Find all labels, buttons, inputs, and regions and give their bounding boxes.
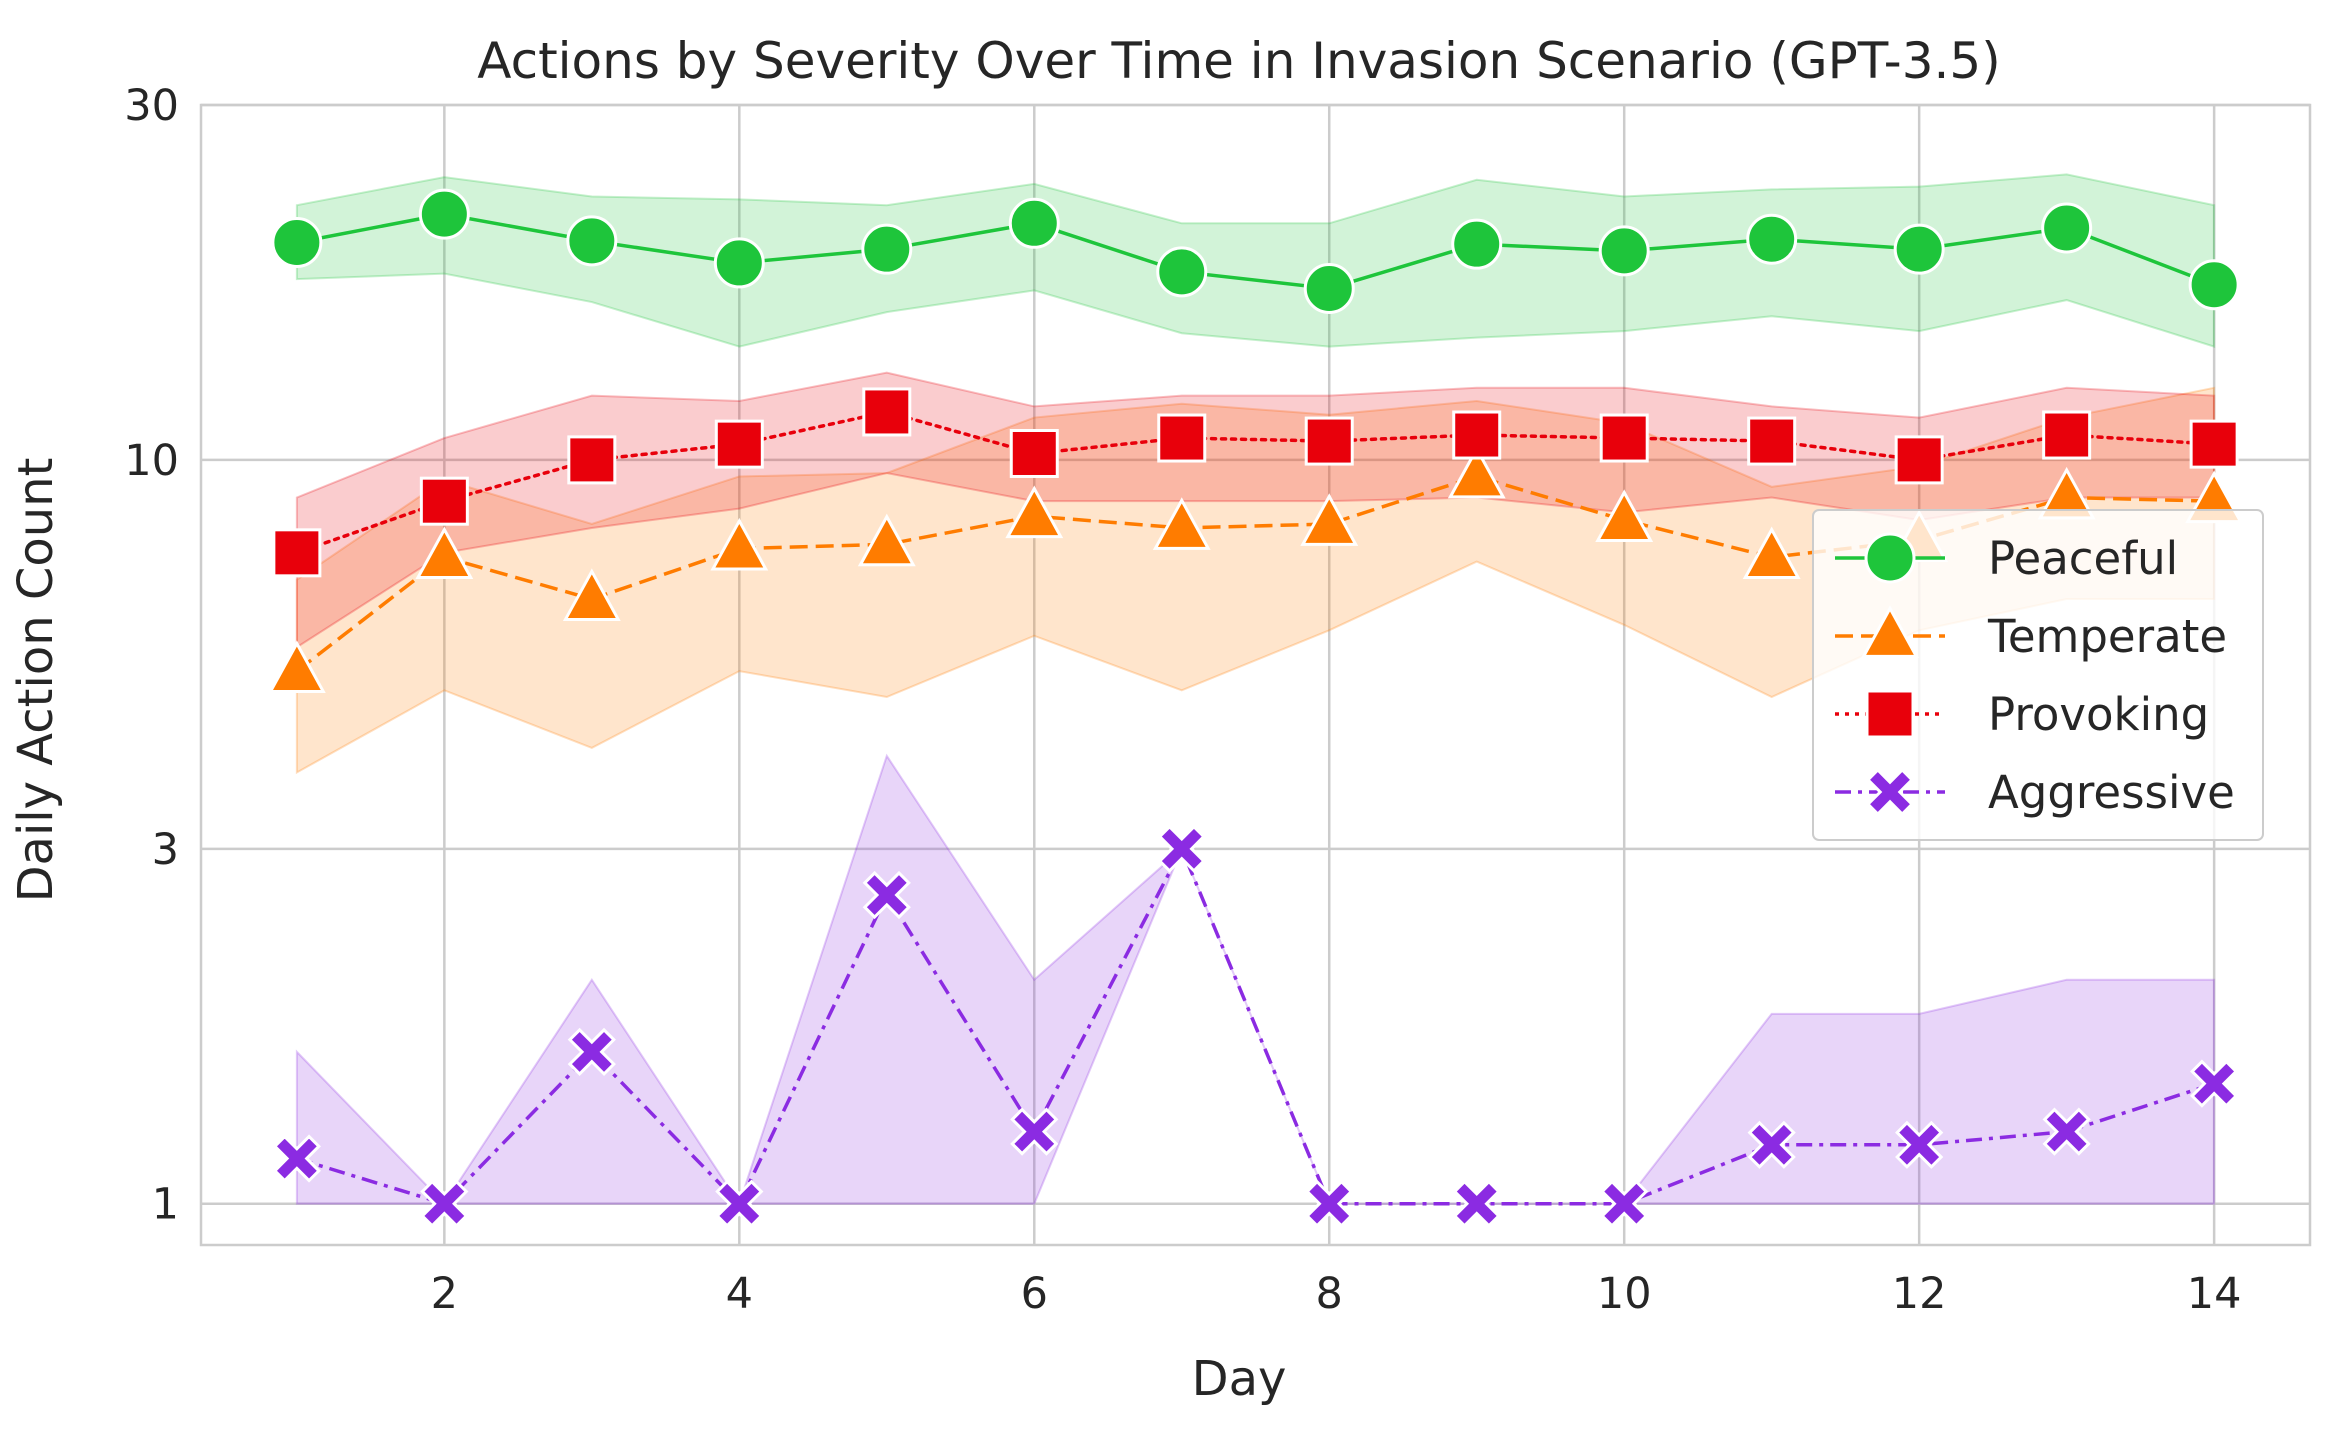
provoking-point bbox=[1599, 413, 1649, 463]
x-tick-label: 10 bbox=[1597, 1269, 1652, 1319]
peaceful-point bbox=[418, 188, 470, 240]
provoking-point bbox=[419, 476, 469, 526]
temperate-point bbox=[857, 513, 916, 567]
aggressive-point bbox=[2042, 1107, 2091, 1156]
provoking-point bbox=[862, 387, 912, 437]
peaceful-point bbox=[1156, 246, 1208, 298]
temperate-point bbox=[1005, 485, 1064, 539]
x-tick-label: 14 bbox=[2187, 1269, 2242, 1319]
x-tick-label: 8 bbox=[1316, 1269, 1343, 1319]
temperate-point bbox=[562, 568, 621, 621]
provoking-point bbox=[1157, 413, 1207, 463]
aggressive-point bbox=[1747, 1120, 1796, 1169]
provoking-point bbox=[2042, 410, 2092, 460]
provoking-point bbox=[1894, 435, 1944, 485]
peaceful-point bbox=[566, 215, 618, 267]
aggressive-point bbox=[420, 1179, 469, 1228]
aggressive-point bbox=[1600, 1179, 1649, 1228]
peaceful-point bbox=[1008, 197, 1060, 249]
temperate-point bbox=[710, 517, 769, 571]
aggressive-legend-marker bbox=[1865, 767, 1915, 817]
aggressive-point bbox=[715, 1179, 764, 1228]
tick-labels: 2 4 6 8 10 12 14 1 3 10 30 bbox=[124, 81, 2241, 1319]
temperate-point bbox=[1595, 489, 1654, 542]
temperate-point bbox=[267, 640, 326, 694]
y-tick-label: 10 bbox=[124, 436, 179, 486]
temperate-point bbox=[415, 526, 474, 580]
peaceful-point bbox=[1451, 218, 1503, 270]
plot-frame bbox=[199, 103, 2312, 1247]
provoking-legend-marker bbox=[1865, 689, 1915, 739]
aggressive-point bbox=[1305, 1179, 1354, 1228]
legend-label-aggressive: Aggressive bbox=[1988, 766, 2235, 819]
legend-box bbox=[1812, 509, 2264, 841]
aggressive-point bbox=[1010, 1107, 1059, 1156]
aggressive-point bbox=[2190, 1059, 2239, 1108]
x-tick-label: 6 bbox=[1021, 1269, 1048, 1319]
x-axis-label: Day bbox=[1192, 1351, 1287, 1407]
provoking-point bbox=[714, 419, 764, 469]
aggressive-point bbox=[1895, 1120, 1944, 1169]
peaceful-point bbox=[1893, 223, 1945, 275]
x-tick-label: 12 bbox=[1892, 1269, 1947, 1319]
y-tick-label: 1 bbox=[152, 1180, 179, 1230]
provoking-point bbox=[1304, 416, 1354, 466]
legend-label-provoking: Provoking bbox=[1988, 688, 2209, 741]
series-markers bbox=[267, 188, 2244, 1228]
temperate-point bbox=[1152, 497, 1211, 550]
peaceful-point bbox=[2188, 259, 2240, 311]
peaceful-point bbox=[2041, 202, 2093, 254]
peaceful-point bbox=[271, 217, 323, 269]
chart-title: Actions by Severity Over Time in Invasio… bbox=[477, 32, 2001, 90]
provoking-point bbox=[272, 528, 322, 578]
provoking-point bbox=[1452, 410, 1502, 460]
provoking-point bbox=[1747, 416, 1797, 466]
temperate-point bbox=[1300, 493, 1359, 546]
peaceful-point bbox=[1303, 262, 1355, 314]
aggressive-point bbox=[567, 1027, 616, 1076]
provoking-line bbox=[295, 410, 2216, 555]
provoking-point bbox=[567, 435, 617, 485]
provoking-point bbox=[2189, 419, 2239, 469]
legend-label-temperate: Temperate bbox=[1987, 610, 2227, 663]
peaceful-point bbox=[713, 237, 765, 289]
x-tick-label: 2 bbox=[431, 1269, 458, 1319]
peaceful-point bbox=[861, 223, 913, 275]
provoking-point bbox=[1009, 428, 1059, 478]
peaceful-point bbox=[1598, 225, 1650, 277]
aggressive-line bbox=[296, 844, 2215, 1207]
y-axis-label: Daily Action Count bbox=[8, 458, 64, 903]
y-tick-label: 30 bbox=[124, 81, 179, 131]
peaceful-point bbox=[1746, 213, 1798, 265]
y-tick-label: 3 bbox=[152, 825, 179, 875]
legend: Peaceful Temperate Provoking Aggressive bbox=[1812, 509, 2264, 841]
x-tick-label: 4 bbox=[726, 1269, 753, 1319]
aggressive-point bbox=[862, 870, 911, 920]
legend-label-peaceful: Peaceful bbox=[1988, 532, 2178, 585]
aggressive-point bbox=[1452, 1179, 1501, 1228]
temperate-legend-marker bbox=[1861, 605, 1919, 658]
peaceful-legend-marker bbox=[1864, 532, 1916, 584]
aggressive-confidence-band bbox=[295, 753, 2216, 1206]
confidence-bands bbox=[295, 173, 2216, 1206]
peaceful-confidence-band bbox=[295, 173, 2216, 348]
aggressive-point bbox=[272, 1134, 321, 1183]
temperate-point bbox=[1447, 445, 1506, 499]
temperate-point bbox=[1742, 526, 1801, 580]
aggressive-point bbox=[1157, 824, 1206, 873]
